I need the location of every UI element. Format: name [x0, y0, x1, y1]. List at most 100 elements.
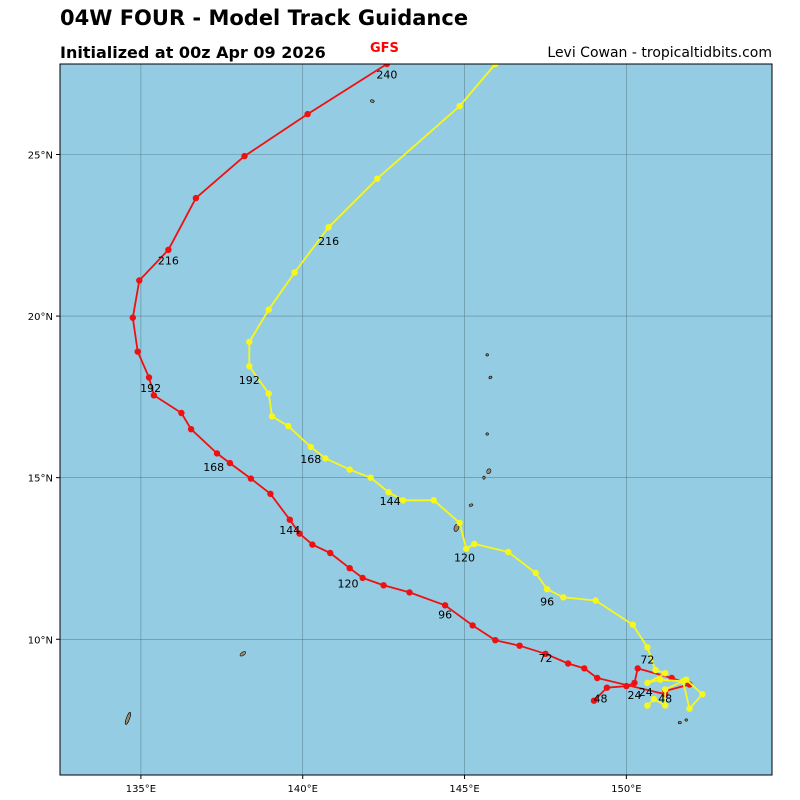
track-point: [662, 670, 669, 677]
forecast-hour-label: 216: [318, 235, 339, 248]
track-point: [456, 102, 463, 110]
tick-label-lon: 135°E: [126, 784, 156, 795]
island: [488, 375, 493, 380]
axis-ticks: 135°E 140°E 145°E 150°E 10°N 15°N 20°N 25°N: [28, 150, 642, 795]
init-time: Initialized at 00z Apr 09 2026: [60, 43, 326, 62]
island: [677, 721, 682, 725]
track-point: [406, 589, 413, 596]
track-point: [629, 621, 636, 628]
track-point: [213, 450, 221, 457]
track-point: [469, 622, 476, 629]
track-point: [165, 246, 172, 253]
forecast-hour-label: 144: [380, 495, 401, 508]
track-point: [560, 594, 567, 601]
ocean-background: [60, 64, 772, 775]
tick-label-lat: 20°N: [28, 312, 53, 323]
track-point: [516, 642, 523, 649]
forecast-hour-label: 96: [438, 608, 452, 621]
island: [684, 718, 688, 722]
track-point: [268, 413, 276, 420]
model-legend-gfs: GFS: [370, 41, 399, 56]
tick-label-lat: 25°N: [28, 150, 53, 161]
track-point: [662, 702, 669, 709]
track-point: [699, 691, 706, 698]
track-point: [590, 697, 598, 704]
track-point: [644, 644, 651, 651]
track-point: [631, 679, 638, 687]
track-point: [650, 695, 658, 703]
model-tracks: [129, 64, 706, 712]
track-point: [286, 516, 293, 523]
forecast-hour-label: 192: [140, 382, 161, 395]
island: [485, 353, 489, 357]
forecast-hour-label: 144: [279, 524, 300, 537]
map-frame: [59, 63, 773, 776]
forecast-hour-label: 48: [658, 692, 672, 705]
track-point: [679, 678, 687, 685]
track-point: [634, 665, 641, 672]
chart-title: 04W FOUR - Model Track Guidance: [60, 6, 469, 30]
track-point: [623, 682, 630, 690]
credit-text: Levi Cowan - tropicaltidbits.com: [547, 45, 772, 61]
track-point: [307, 443, 314, 451]
track-point: [265, 390, 272, 397]
track-point: [686, 705, 693, 712]
track-point: [441, 602, 449, 609]
island: [239, 651, 246, 657]
track-point: [505, 548, 512, 556]
island: [486, 468, 492, 474]
forecast-hour-label: 120: [338, 578, 359, 591]
track-point: [374, 175, 381, 182]
forecast-hour-label: 240: [376, 69, 397, 82]
forecast-hour-labels: 24 48 72 96 120 144 168 192 216 240 24 48 72 96 120 144…: [140, 69, 672, 706]
track-point: [594, 674, 601, 682]
track-point: [399, 497, 407, 504]
track-point: [309, 541, 316, 548]
forecast-hour-label: 72: [539, 652, 553, 665]
lat-lon-grid: [60, 64, 772, 775]
track-point: [492, 637, 499, 644]
tick-label-lat: 15°N: [28, 474, 53, 485]
island: [468, 503, 474, 507]
forecast-hour-label: 48: [594, 692, 608, 705]
track-point: [325, 224, 332, 231]
track-point: [136, 277, 143, 284]
track-point: [247, 475, 255, 482]
track-point: [662, 686, 669, 693]
track-point: [644, 702, 651, 709]
track-point: [542, 650, 549, 657]
island: [485, 432, 489, 436]
island: [370, 99, 375, 103]
forecast-hour-label: 216: [158, 254, 179, 267]
track-point: [246, 363, 253, 370]
track-point: [385, 489, 392, 496]
track-point: [463, 545, 470, 552]
track-point: [129, 314, 136, 321]
track-point: [430, 497, 437, 504]
track-point: [145, 374, 153, 381]
track-point: [226, 459, 234, 467]
track-point: [304, 110, 311, 118]
track-point: [178, 409, 185, 417]
forecast-hour-label: 24: [628, 689, 642, 702]
forecast-hour-label: 192: [239, 374, 260, 387]
track-point: [267, 490, 274, 497]
track-point: [471, 540, 478, 548]
track-point: [380, 582, 387, 589]
islands: [124, 99, 688, 725]
track-point: [246, 338, 253, 346]
track-point: [346, 565, 353, 572]
tick-label-lon: 140°E: [288, 784, 318, 795]
track-point: [322, 455, 329, 462]
island: [482, 475, 486, 480]
track-point: [346, 466, 353, 473]
track-point: [492, 64, 499, 68]
tick-label-lon: 150°E: [611, 784, 641, 795]
track-point: [134, 348, 141, 355]
track-line: [248, 64, 704, 710]
track-point: [359, 574, 366, 582]
track-point: [456, 519, 463, 527]
forecast-hour-label: 120: [454, 552, 475, 565]
tick-label-lat: 10°N: [28, 635, 53, 646]
